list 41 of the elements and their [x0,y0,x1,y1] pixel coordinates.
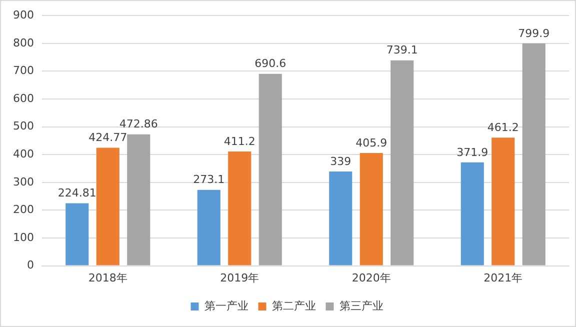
bar [228,151,252,266]
y-tick-label: 800 [12,36,34,50]
bar [460,162,484,266]
x-tick-label: 2018年 [88,271,128,284]
bar [360,152,383,266]
y-tick-label: 900 [12,8,34,22]
x-tick-label: 2019年 [220,271,260,284]
x-tick-label: 2021年 [484,271,523,284]
y-tick-label: 600 [12,92,34,105]
data-label: 690.6 [254,57,286,70]
data-label: 339 [330,154,352,168]
legend-label: 第二产业 [272,299,316,312]
y-tick-label: 300 [12,175,34,188]
data-label: 224.81 [58,186,96,200]
data-label: 405.9 [356,136,388,150]
bar [390,60,414,266]
data-label: 472.86 [119,118,158,131]
data-label: 273.1 [193,173,225,186]
bar [522,43,546,266]
bar [329,172,352,266]
bar [197,190,220,266]
y-tick-label: 200 [12,203,34,216]
bar [96,148,120,266]
legend-label: 第三产业 [339,299,384,312]
bar [492,138,515,266]
y-tick-label: 100 [12,230,34,244]
legend-label: 第一产业 [204,299,248,312]
y-tick-label: 700 [12,64,34,78]
bar [66,203,89,266]
y-tick-label: 400 [12,147,34,160]
y-tick-label: 0 [26,258,34,272]
data-label: 411.2 [224,134,256,148]
data-label: 799.9 [518,26,550,40]
bar [258,74,282,266]
data-label: 424.77 [88,131,128,144]
bar [127,134,150,266]
x-tick-label: 2020年 [352,271,391,284]
y-tick-label: 500 [12,120,34,133]
data-label: 461.2 [487,120,519,134]
data-label: 739.1 [386,44,418,57]
data-label: 371.9 [456,146,488,159]
